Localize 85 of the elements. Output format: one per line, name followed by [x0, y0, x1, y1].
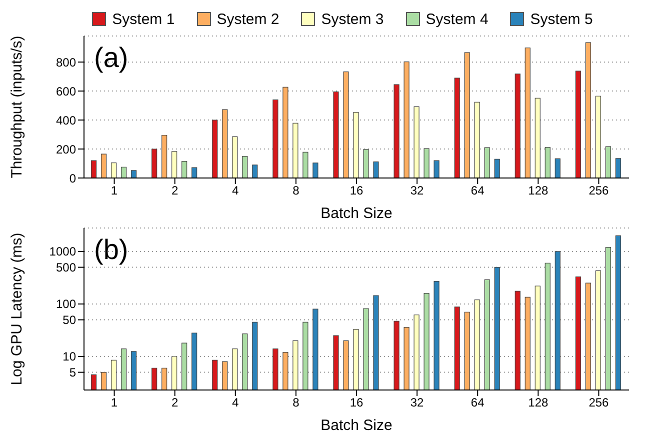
bar	[333, 91, 339, 178]
bar	[394, 84, 400, 178]
y-tick-label: 200	[56, 142, 76, 156]
bar	[272, 99, 278, 178]
x-tick-label: 32	[410, 396, 424, 410]
legend-label: System 4	[426, 10, 488, 28]
annotation: (b)	[94, 234, 128, 266]
bar	[544, 146, 550, 178]
x-tick-label: 1	[110, 396, 118, 410]
bar	[585, 42, 592, 178]
bar	[615, 158, 622, 178]
bar	[414, 106, 420, 178]
x-tick-label: 4	[232, 184, 240, 198]
legend-label: System 5	[530, 10, 593, 28]
x-tick-label: 16	[350, 184, 364, 198]
y-axis-title: Log GPU Latency (ms)	[8, 232, 26, 386]
x-tick-label: 4	[232, 396, 240, 410]
x-tick-label: 64	[470, 184, 485, 198]
y-tick-label: 800	[56, 55, 76, 70]
bar	[424, 148, 430, 178]
bar	[282, 86, 288, 178]
bar	[554, 158, 560, 178]
x-tick-label: 64	[470, 396, 485, 410]
x-tick-label: 16	[350, 396, 364, 410]
legend-label: System 1	[112, 10, 175, 28]
bar	[434, 160, 440, 178]
bar	[312, 162, 318, 178]
y-tick-label: 100	[56, 297, 76, 312]
bar	[292, 122, 298, 178]
annotation: (a)	[94, 42, 128, 74]
y-axis-title: Throughput (inputs/s)	[8, 36, 26, 178]
x-axis-title: Batch Size	[320, 417, 392, 434]
bar	[514, 74, 520, 178]
x-tick-label: 128	[528, 396, 548, 410]
bar	[353, 112, 359, 178]
bar	[90, 160, 97, 178]
bar	[100, 154, 107, 178]
bar	[484, 147, 490, 178]
bar	[212, 120, 218, 178]
bar	[222, 109, 228, 178]
legend-label: System 2	[216, 10, 280, 28]
bar	[162, 134, 168, 178]
y-tick-label: 50	[62, 313, 76, 328]
legend-label: System 3	[321, 10, 384, 28]
bar	[343, 71, 349, 178]
x-tick-label: 8	[292, 184, 300, 198]
x-tick-label: 1	[110, 184, 118, 198]
y-tick-label: 0	[69, 171, 76, 186]
x-tick-label: 2	[171, 184, 178, 198]
y-tick-label: 5	[69, 366, 76, 380]
bar	[373, 161, 379, 178]
bar	[252, 164, 258, 178]
x-tick-label: 8	[292, 396, 300, 410]
bar	[464, 52, 470, 178]
x-tick-label: 256	[588, 396, 610, 410]
bar	[302, 152, 308, 178]
bar	[474, 102, 480, 178]
bar	[120, 166, 127, 178]
bar	[363, 149, 369, 178]
bar	[454, 78, 460, 178]
x-tick-label: 256	[588, 184, 610, 198]
bar	[534, 98, 540, 178]
bar	[242, 156, 248, 178]
bar	[182, 161, 188, 178]
bar	[232, 136, 238, 178]
bar	[595, 96, 602, 178]
y-tick-label: 10	[62, 350, 76, 364]
x-tick-label: 128	[528, 184, 548, 198]
bar	[192, 167, 198, 178]
bar	[172, 151, 178, 178]
bar	[494, 158, 500, 178]
y-tick-label: 1000	[49, 244, 76, 259]
y-tick-label: 500	[56, 260, 76, 275]
bar	[575, 70, 582, 178]
bar	[404, 61, 410, 178]
bar	[524, 48, 530, 178]
bar	[152, 148, 158, 178]
bar	[605, 146, 612, 178]
bar	[130, 170, 137, 178]
bar	[110, 162, 117, 178]
y-tick-label: 600	[56, 84, 76, 98]
x-tick-label: 2	[171, 396, 178, 410]
y-tick-label: 400	[56, 113, 76, 128]
x-tick-label: 32	[410, 184, 424, 198]
x-axis-title: Batch Size	[320, 205, 392, 222]
